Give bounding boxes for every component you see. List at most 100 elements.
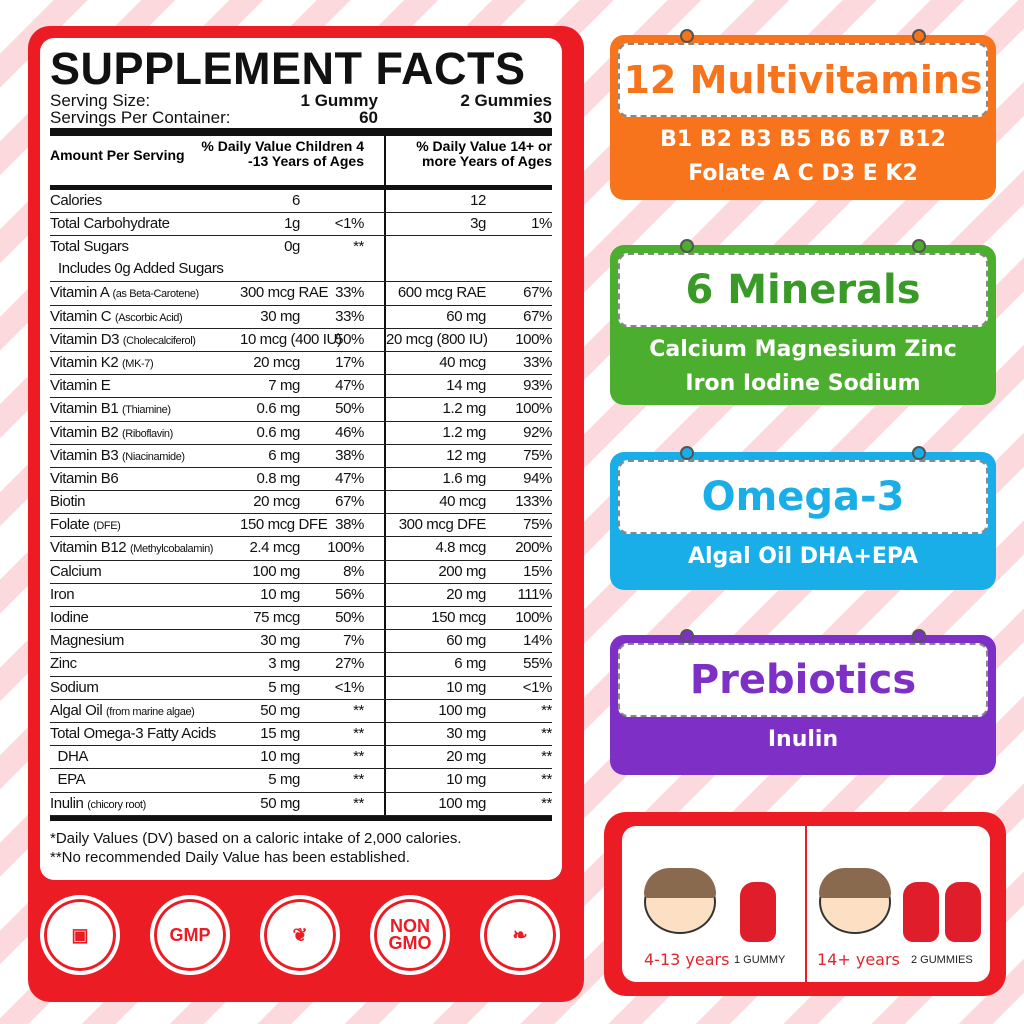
nutrient-label: Vitamin B2 [50, 423, 119, 441]
nutrient-name: Vitamin E [50, 375, 240, 397]
nutrient-name: Vitamin B3 (Niacinamide) [50, 445, 240, 467]
nutrient-name: Magnesium [50, 630, 240, 652]
table-row: Magnesium 30 mg 7% 60 mg 14% [50, 630, 552, 654]
child-amount: 300 mcg RAE [240, 284, 329, 302]
child-amount: 20 mcg [253, 493, 300, 511]
adult-amount: 150 mcg [431, 609, 486, 626]
column-divider [366, 491, 386, 514]
child-amount: 10 mcg (400 IU) [240, 330, 342, 348]
header-adult: % Daily Value 14+ or more Years of Ages [416, 138, 552, 169]
nutrient-name: Iron [50, 584, 240, 606]
nutrient-name: Algal Oil (from marine algae) [50, 700, 240, 722]
adult-amount: 14 mg [446, 377, 486, 395]
table-row: Vitamin B1 (Thiamine) 0.6 mg 50% 1.2 mg 100% [50, 398, 552, 422]
table-row: Vitamin B3 (Niacinamide) 6 mg 38% 12 mg 75% [50, 444, 552, 468]
supplement-facts-label: SUPPLEMENT FACTS Serving Size: 1 Gummy 2 G… [40, 38, 562, 880]
adult-amount: 1.6 mg [442, 469, 487, 487]
adult-quantity: 2 GUMMIES [911, 954, 973, 966]
card-line-1: B1 B2 B3 B5 B6 B7 B12 [660, 127, 946, 152]
nutrient-label: EPA [50, 771, 86, 789]
column-divider [366, 236, 386, 282]
gummy-bear-icon [945, 882, 981, 942]
table-row: Vitamin B6 0.8 mg 47% 1.6 mg 94% [50, 467, 552, 492]
serving-size-label: Serving Size: [50, 91, 151, 110]
header-amount: Amount Per Serving [50, 147, 185, 163]
nutrient-label: Iron [50, 585, 75, 603]
adult-amount: 12 [470, 192, 486, 209]
child-quantity: 1 GUMMY [734, 954, 786, 966]
adult-dv: 1% [531, 215, 552, 233]
nutrient-label: Vitamin B6 [50, 469, 119, 487]
child-amount: 3 mg [268, 655, 300, 673]
adult-amount [386, 236, 486, 281]
column-divider [366, 676, 386, 699]
nutrient-name: Vitamin K2 (MK-7) [50, 352, 240, 374]
child-dv: ** [353, 238, 364, 256]
divider [50, 815, 552, 821]
nutrient-label: Vitamin B12 [50, 539, 127, 557]
child-amount: 5 mg [268, 771, 300, 789]
nutrient-name: Iodine [50, 607, 240, 629]
nutrient-name: Vitamin C (Ascorbic Acid) [50, 306, 240, 328]
adult-dv: 55% [523, 655, 552, 673]
adult-dv: 100% [515, 330, 552, 348]
table-row: Total Omega-3 Fatty Acids 15 mg ** 30 mg ** [50, 722, 552, 747]
adult-dv [486, 236, 552, 281]
nutrient-subline: Includes 0g Added Sugars [58, 260, 224, 278]
nutrient-name: Folate (DFE) [50, 514, 240, 536]
child-dv: <1% [334, 678, 365, 696]
adult-amount: 40 mcg [439, 493, 486, 511]
adult-dv: 200% [515, 539, 552, 557]
child-dv: ** [353, 794, 364, 812]
column-divider [366, 722, 386, 746]
feature-card: Omega-3 Algal Oil DHA+EPA [610, 446, 996, 590]
adult-dv: ** [541, 748, 552, 766]
column-divider [366, 769, 386, 792]
adult-dv: 75% [523, 446, 552, 464]
child-dv: 38% [335, 516, 364, 534]
nutrient-note: (from marine algae) [106, 705, 195, 718]
header-child: % Daily Value Children 4 -13 Years of Ag… [200, 136, 386, 185]
facts-table: Calories 6 12 Total Carbohydrate 1g <1% 3g 1% To… [50, 190, 552, 816]
nutrient-note: (DFE) [93, 520, 121, 533]
leaf-hand-icon: ❦ [260, 895, 340, 975]
adult-dv: 75% [523, 516, 552, 534]
table-row: Vitamin C (Ascorbic Acid) 30 mg 33% 60 mg 67… [50, 305, 552, 329]
child-amount: 6 mg [268, 446, 300, 464]
divider [50, 128, 552, 136]
table-row: Iron 10 mg 56% 20 mg 111% [50, 583, 552, 607]
child-amount: 2.4 mcg [249, 539, 300, 557]
adult-age: 14+ years [817, 950, 900, 969]
adult-amount: 20 mcg (800 IU) [386, 330, 488, 348]
pin-icon [912, 239, 926, 253]
child-dv: 50% [335, 609, 364, 626]
table-row: Vitamin B12 (Methylcobalamin) 2.4 mcg 100%… [50, 537, 552, 561]
child-dv: 47% [335, 377, 364, 395]
child-dv: 56% [335, 585, 364, 603]
child-amount: 10 mg [260, 748, 300, 766]
table-row: EPA 5 mg ** 10 mg ** [50, 769, 552, 793]
column-divider [366, 190, 386, 213]
nutrient-name: Vitamin B2 (Riboflavin) [50, 422, 240, 444]
table-row: Zinc 3 mg 27% 6 mg 55% [50, 653, 552, 677]
child-dv: 7% [343, 632, 364, 650]
child-dv: 46% [335, 423, 364, 441]
badge-row: ▣ GMP ❦ NON GMO ❧ [40, 895, 560, 975]
child-amount: 75 mcg [253, 609, 300, 626]
child-dv: 50% [335, 400, 364, 418]
column-divider [366, 282, 386, 305]
column-divider [366, 607, 386, 630]
gummy-bear-icon [903, 882, 939, 942]
column-divider [366, 328, 386, 351]
child-amount: 30 mg [260, 632, 300, 650]
child-dv: 33% [335, 284, 364, 302]
child-dv: 50% [335, 330, 364, 348]
nutrient-name: Vitamin B12 (Methylcobalamin) [50, 537, 240, 559]
gmp-icon: GMP [150, 895, 230, 975]
feature-card: 12 Multivitamins B1 B2 B3 B5 B6 B7 B12 F… [610, 29, 996, 200]
nutrient-label: Total Sugars [50, 238, 129, 256]
non-gmo-icon: NON GMO [370, 895, 450, 975]
child-dv: 33% [335, 307, 364, 325]
nutrient-label: Total Carbohydrate [50, 215, 170, 233]
adult-dv: 111% [517, 585, 552, 603]
